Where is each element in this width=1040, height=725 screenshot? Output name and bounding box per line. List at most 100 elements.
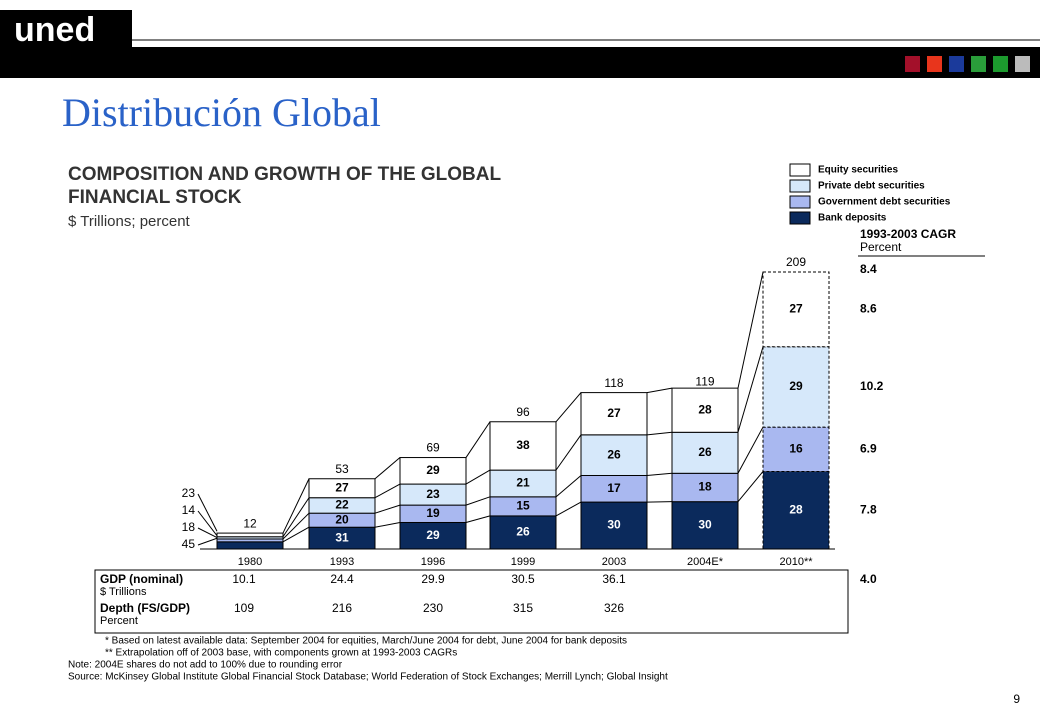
- table-cell: 10.1: [232, 572, 256, 586]
- segment-label: 31: [335, 530, 349, 544]
- connector: [375, 458, 400, 479]
- segment-label: 38: [516, 438, 530, 452]
- segment-label: 17: [607, 481, 621, 495]
- leader: [198, 538, 217, 545]
- legend-swatch: [790, 180, 810, 192]
- legend-swatch: [790, 164, 810, 176]
- chart-title: COMPOSITION AND GROWTH OF THE GLOBAL: [68, 164, 501, 185]
- legend-label: Bank deposits: [818, 213, 887, 224]
- connector: [375, 505, 400, 513]
- row-unit: $ Trillions: [100, 586, 147, 598]
- row-label: Depth (FS/GDP): [100, 601, 190, 615]
- leader: [198, 528, 217, 538]
- chart-title: FINANCIAL STOCK: [68, 187, 242, 208]
- table-cell: 216: [332, 601, 352, 615]
- connector: [738, 272, 763, 388]
- segment-label: 29: [426, 528, 440, 542]
- slide-title: Distribución Global: [62, 90, 381, 135]
- table-cell: 29.9: [421, 572, 445, 586]
- connector: [556, 475, 581, 496]
- segment-label: 15: [516, 499, 530, 513]
- row-label: GDP (nominal): [100, 572, 183, 586]
- chart-subtitle: $ Trillions; percent: [68, 213, 191, 230]
- connector: [466, 470, 490, 484]
- connector: [556, 435, 581, 470]
- segment-label: 20: [335, 512, 349, 526]
- segment-label: 26: [516, 525, 530, 539]
- segment-label: 28: [698, 402, 712, 416]
- table-cell: 30.5: [511, 572, 535, 586]
- cagr-value: 7.8: [860, 502, 877, 516]
- cagr-title: 1993-2003 CAGR: [860, 227, 956, 241]
- x-tick-label: 1999: [511, 556, 535, 568]
- table-cell: 36.1: [602, 572, 626, 586]
- connector: [283, 479, 309, 533]
- table-cell: 315: [513, 601, 533, 615]
- segment-label: 21: [516, 476, 530, 490]
- note: * Based on latest available data: Septem…: [105, 636, 627, 647]
- leader: [198, 511, 217, 536]
- cagr-value: 6.9: [860, 441, 877, 455]
- page-number: 9: [1013, 692, 1020, 706]
- header-bar: [0, 47, 1040, 78]
- segment-label: 26: [607, 447, 621, 461]
- cagr-unit: Percent: [860, 240, 902, 254]
- table-cell: 109: [234, 601, 254, 615]
- total-label: 119: [695, 374, 714, 388]
- segment-label: 16: [789, 441, 803, 455]
- cagr-value: 4.0: [860, 572, 877, 586]
- cagr-value: 8.4: [860, 262, 877, 276]
- connector: [738, 347, 763, 432]
- segment-label: 27: [789, 302, 803, 316]
- x-tick-label: 2004E*: [687, 556, 724, 568]
- logo: uned: [14, 11, 95, 49]
- x-tick-label: 1993: [330, 556, 354, 568]
- bar-segment: [217, 533, 283, 537]
- connector: [738, 427, 763, 473]
- legend-label: Government debt securities: [818, 197, 951, 208]
- segment-label: 23: [426, 487, 440, 501]
- x-tick-label: 2010**: [779, 556, 813, 568]
- connector: [375, 522, 400, 527]
- segment-label: 28: [789, 502, 803, 516]
- legend-label: Private debt securities: [818, 181, 925, 192]
- legend-swatch: [790, 196, 810, 208]
- segment-label: 29: [426, 463, 440, 477]
- segment-label: 30: [607, 518, 621, 532]
- connector: [647, 432, 672, 435]
- legend-label: Equity securities: [818, 165, 898, 176]
- segment-label: 26: [698, 445, 712, 459]
- total-label: 96: [516, 405, 530, 419]
- row-unit: Percent: [100, 615, 138, 627]
- note: Note: 2004E shares do not add to 100% du…: [68, 660, 343, 671]
- legend-swatch: [790, 212, 810, 224]
- x-tick-label: 2003: [602, 556, 626, 568]
- note: ** Extrapolation off of 2003 base, with …: [105, 648, 457, 659]
- total-label: 69: [426, 441, 440, 455]
- cagr-value: 10.2: [860, 379, 884, 393]
- segment-label: 18: [182, 520, 196, 534]
- connector: [556, 393, 581, 422]
- table-cell: 326: [604, 601, 624, 615]
- connector: [556, 502, 581, 516]
- connector: [738, 471, 763, 501]
- segment-label: 23: [182, 486, 196, 500]
- segment-label: 27: [335, 480, 349, 494]
- segment-label: 45: [182, 537, 196, 551]
- table-cell: 230: [423, 601, 443, 615]
- bar-segment: [217, 542, 283, 549]
- segment-label: 19: [426, 506, 440, 520]
- connector: [466, 497, 490, 505]
- segment-label: 22: [335, 498, 349, 512]
- x-tick-label: 1996: [421, 556, 445, 568]
- connector: [466, 516, 490, 523]
- connector: [647, 473, 672, 475]
- connector: [466, 422, 490, 458]
- x-tick-label: 1980: [238, 556, 262, 568]
- segment-label: 18: [698, 480, 712, 494]
- segment-label: 29: [789, 379, 803, 393]
- cagr-value: 8.6: [860, 302, 877, 316]
- leader: [198, 494, 217, 531]
- segment-label: 27: [607, 406, 621, 420]
